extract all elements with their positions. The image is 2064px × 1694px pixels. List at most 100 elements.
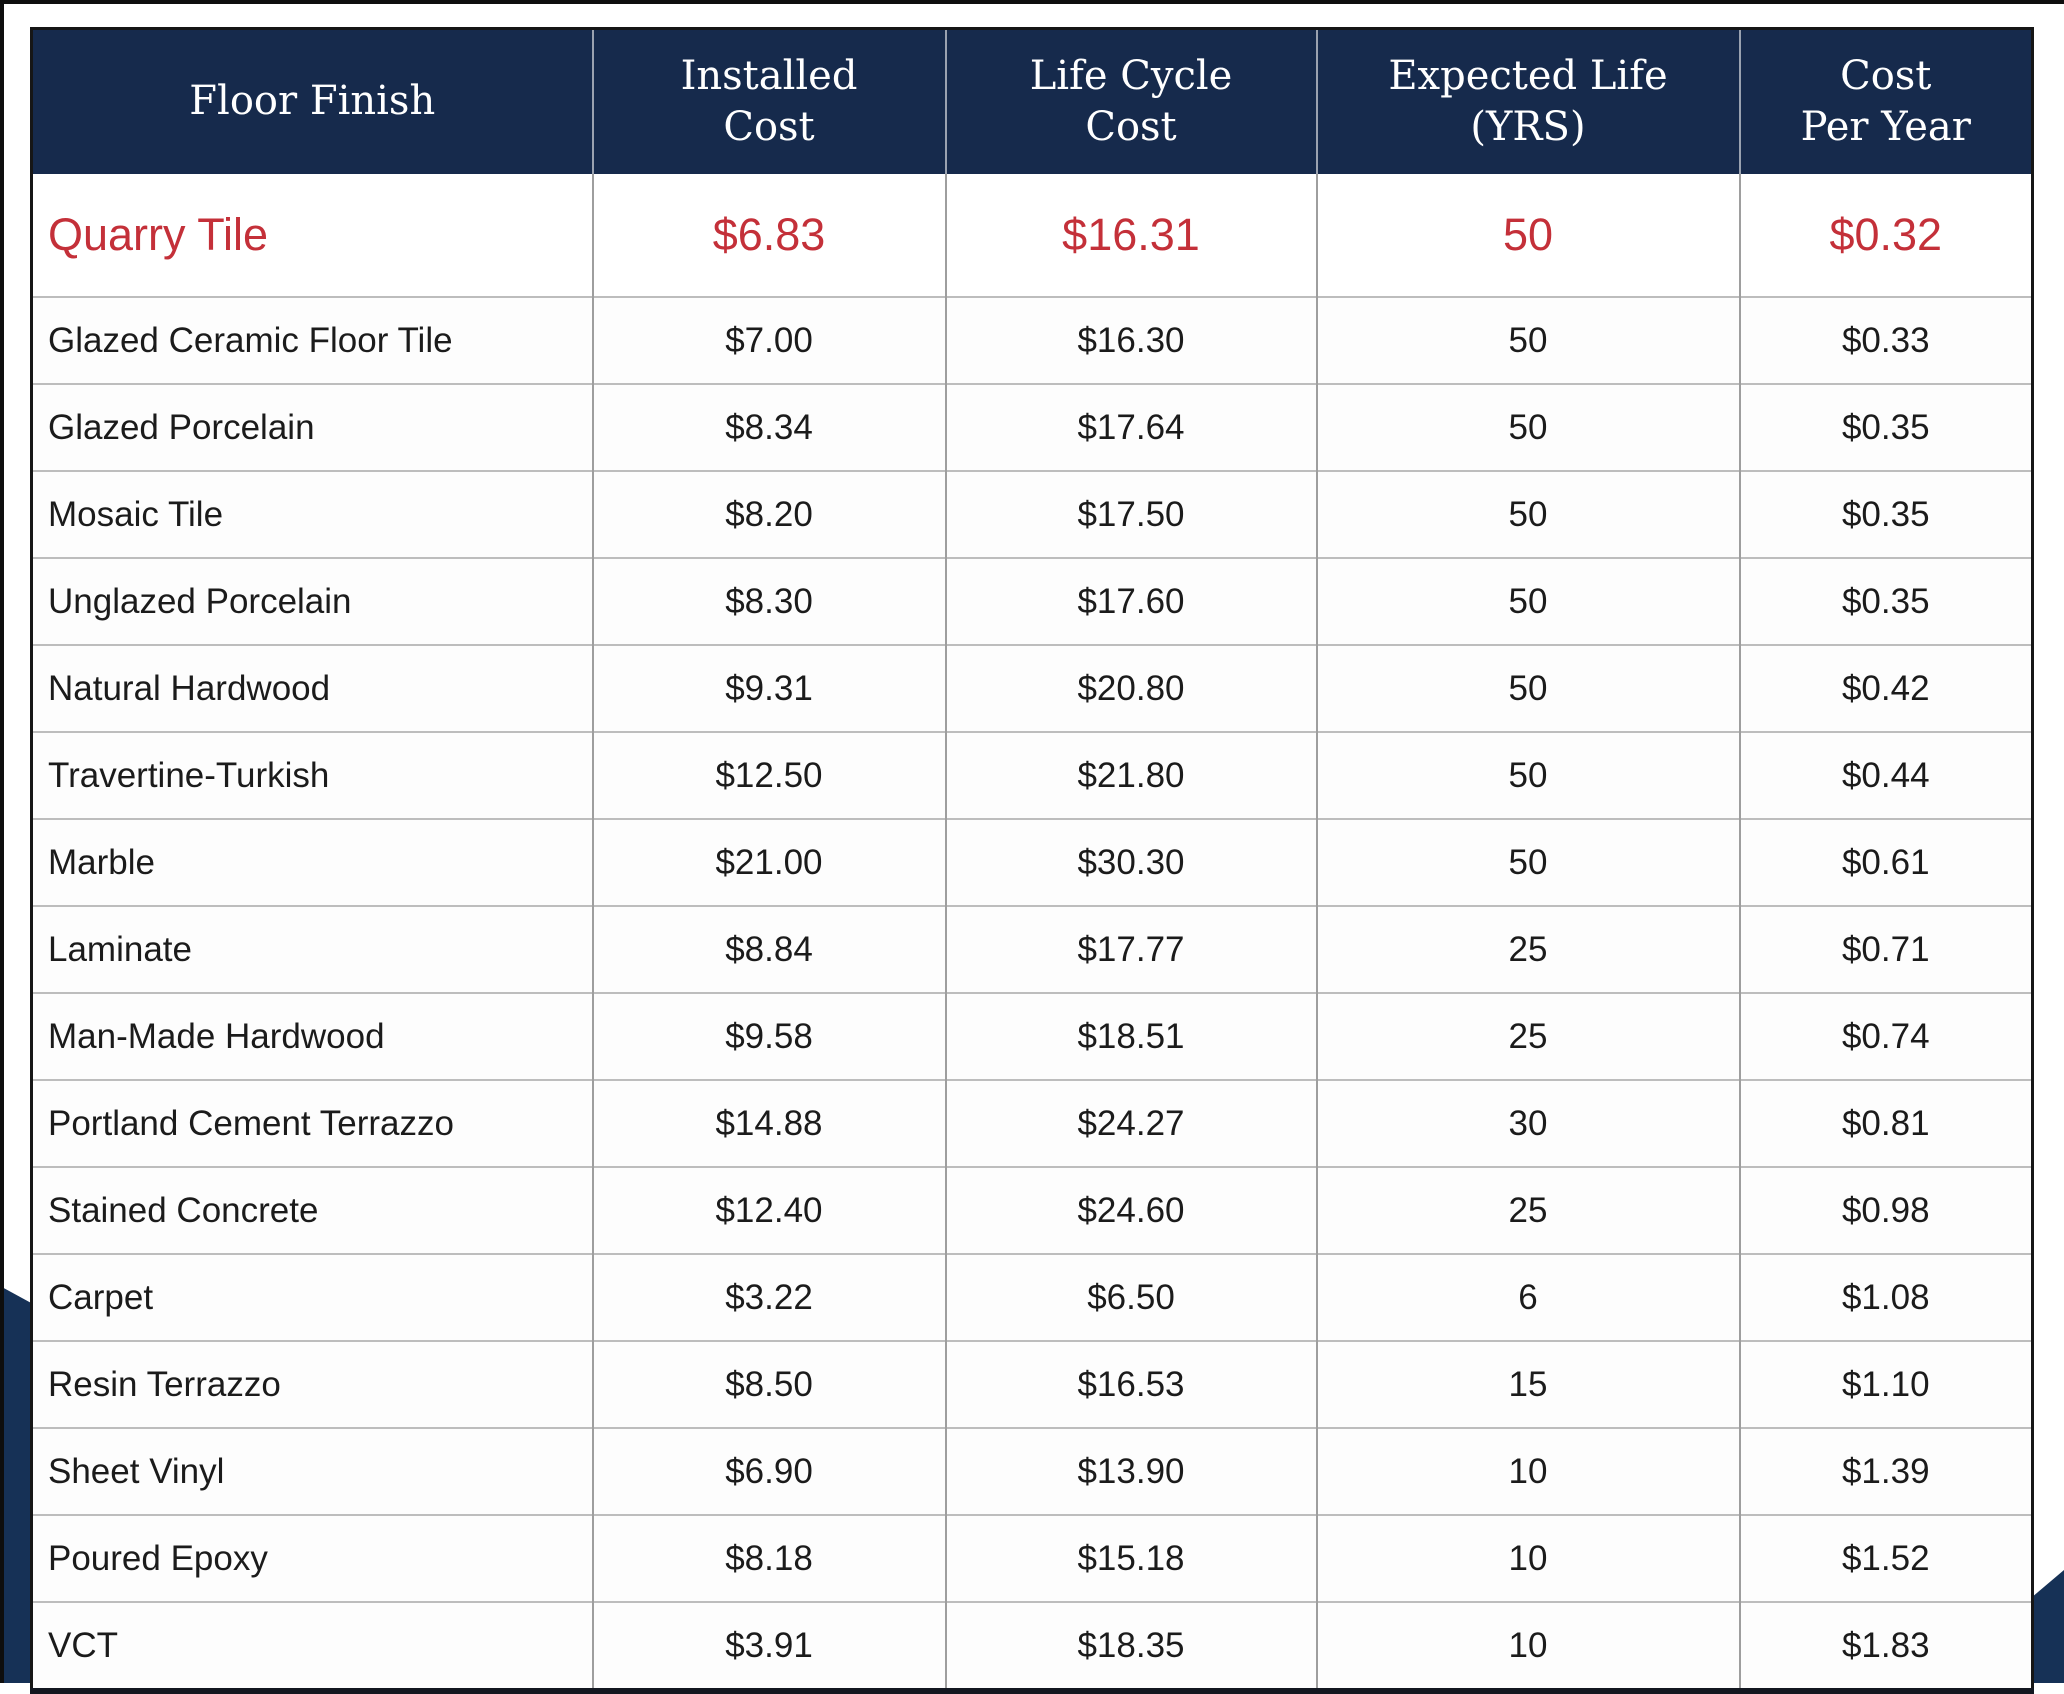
cell-floor-finish: Man-Made Hardwood (31, 992, 593, 1080)
cell-expected-life: 10 (1315, 1514, 1740, 1602)
cell-floor-finish: VCT (31, 1601, 593, 1691)
cell-cost-per-year: $0.33 (1738, 296, 2033, 384)
table-row: Man-Made Hardwood $9.58 $18.51 25 $0.74 (31, 992, 2033, 1080)
cell-floor-finish: Sheet Vinyl (31, 1427, 593, 1515)
cell-life-cycle-cost: $13.90 (944, 1427, 1317, 1515)
cell-life-cycle-cost: $17.60 (944, 557, 1317, 645)
cell-floor-finish: Portland Cement Terrazzo (31, 1079, 593, 1167)
cell-life-cycle-cost: $16.30 (944, 296, 1317, 384)
table-row: VCT $3.91 $18.35 10 $1.83 (31, 1601, 2033, 1691)
cell-floor-finish: Stained Concrete (31, 1166, 593, 1254)
cell-life-cycle-cost: $24.60 (944, 1166, 1317, 1254)
table-row: Sheet Vinyl $6.90 $13.90 10 $1.39 (31, 1427, 2033, 1515)
cell-expected-life: 50 (1315, 470, 1740, 558)
cell-cost-per-year: $0.44 (1738, 731, 2033, 819)
cell-cost-per-year: $1.08 (1738, 1253, 2033, 1341)
cell-expected-life: 25 (1315, 905, 1740, 993)
cell-life-cycle-cost: $24.27 (944, 1079, 1317, 1167)
cell-expected-life: 50 (1315, 731, 1740, 819)
cell-life-cycle-cost: $17.64 (944, 383, 1317, 471)
cell-floor-finish: Marble (31, 818, 593, 906)
cell-installed-cost: $3.91 (591, 1601, 946, 1691)
cell-floor-finish: Glazed Porcelain (31, 383, 593, 471)
table-row: Glazed Porcelain $8.34 $17.64 50 $0.35 (31, 383, 2033, 471)
cell-floor-finish: Resin Terrazzo (31, 1340, 593, 1428)
cell-installed-cost: $9.58 (591, 992, 946, 1080)
cell-life-cycle-cost: $17.77 (944, 905, 1317, 993)
cell-cost-per-year: $0.35 (1738, 383, 2033, 471)
cell-installed-cost: $14.88 (591, 1079, 946, 1167)
cell-installed-cost: $21.00 (591, 818, 946, 906)
cell-expected-life: 50 (1315, 174, 1740, 297)
cell-installed-cost: $3.22 (591, 1253, 946, 1341)
cell-installed-cost: $12.50 (591, 731, 946, 819)
table-row: Carpet $3.22 $6.50 6 $1.08 (31, 1253, 2033, 1341)
cell-expected-life: 50 (1315, 296, 1740, 384)
cell-expected-life: 10 (1315, 1601, 1740, 1691)
cell-installed-cost: $6.83 (591, 174, 946, 297)
cell-life-cycle-cost: $21.80 (944, 731, 1317, 819)
table-row: Poured Epoxy $8.18 $15.18 10 $1.52 (31, 1514, 2033, 1602)
col-header-floor-finish: Floor Finish (31, 28, 593, 174)
table-row: Stained Concrete $12.40 $24.60 25 $0.98 (31, 1166, 2033, 1254)
col-header-life-cycle-cost: Life Cycle Cost (944, 28, 1317, 174)
cell-life-cycle-cost: $16.31 (944, 174, 1317, 297)
cell-cost-per-year: $0.61 (1738, 818, 2033, 906)
cell-expected-life: 50 (1315, 644, 1740, 732)
table-row: Travertine-Turkish $12.50 $21.80 50 $0.4… (31, 731, 2033, 819)
cell-installed-cost: $8.30 (591, 557, 946, 645)
cell-expected-life: 25 (1315, 992, 1740, 1080)
floor-finish-cost-table: Floor Finish Installed Cost Life Cycle C… (30, 27, 2034, 1694)
cell-cost-per-year: $0.71 (1738, 905, 2033, 993)
table-row: Mosaic Tile $8.20 $17.50 50 $0.35 (31, 470, 2033, 558)
cell-cost-per-year: $1.52 (1738, 1514, 2033, 1602)
cell-floor-finish: Quarry Tile (31, 174, 593, 297)
cell-life-cycle-cost: $17.50 (944, 470, 1317, 558)
table-row: Marble $21.00 $30.30 50 $0.61 (31, 818, 2033, 906)
cell-cost-per-year: $0.74 (1738, 992, 2033, 1080)
table-row: Quarry Tile $6.83 $16.31 50 $0.32 (31, 174, 2033, 297)
table-row: Resin Terrazzo $8.50 $16.53 15 $1.10 (31, 1340, 2033, 1428)
cell-expected-life: 15 (1315, 1340, 1740, 1428)
cell-installed-cost: $8.50 (591, 1340, 946, 1428)
cell-expected-life: 50 (1315, 383, 1740, 471)
table-row: Portland Cement Terrazzo $14.88 $24.27 3… (31, 1079, 2033, 1167)
cell-expected-life: 25 (1315, 1166, 1740, 1254)
cell-expected-life: 50 (1315, 818, 1740, 906)
cell-floor-finish: Unglazed Porcelain (31, 557, 593, 645)
cell-floor-finish: Glazed Ceramic Floor Tile (31, 296, 593, 384)
cell-cost-per-year: $0.98 (1738, 1166, 2033, 1254)
cell-cost-per-year: $1.10 (1738, 1340, 2033, 1428)
cell-floor-finish: Poured Epoxy (31, 1514, 593, 1602)
cell-life-cycle-cost: $18.35 (944, 1601, 1317, 1691)
cell-installed-cost: $12.40 (591, 1166, 946, 1254)
cell-expected-life: 30 (1315, 1079, 1740, 1167)
table-row: Natural Hardwood $9.31 $20.80 50 $0.42 (31, 644, 2033, 732)
cell-installed-cost: $8.20 (591, 470, 946, 558)
col-header-expected-life: Expected Life (YRS) (1315, 28, 1740, 174)
col-header-cost-per-year: Cost Per Year (1738, 28, 2033, 174)
cell-installed-cost: $8.84 (591, 905, 946, 993)
table-row: Laminate $8.84 $17.77 25 $0.71 (31, 905, 2033, 993)
table-body: Quarry Tile $6.83 $16.31 50 $0.32 Glazed… (31, 174, 2033, 1691)
cell-cost-per-year: $0.35 (1738, 470, 2033, 558)
cell-life-cycle-cost: $16.53 (944, 1340, 1317, 1428)
cell-expected-life: 50 (1315, 557, 1740, 645)
cell-installed-cost: $9.31 (591, 644, 946, 732)
cell-floor-finish: Natural Hardwood (31, 644, 593, 732)
cell-life-cycle-cost: $18.51 (944, 992, 1317, 1080)
cell-cost-per-year: $0.81 (1738, 1079, 2033, 1167)
table-row: Glazed Ceramic Floor Tile $7.00 $16.30 5… (31, 296, 2033, 384)
cell-expected-life: 10 (1315, 1427, 1740, 1515)
cell-cost-per-year: $1.83 (1738, 1601, 2033, 1691)
cell-floor-finish: Carpet (31, 1253, 593, 1341)
cell-floor-finish: Travertine-Turkish (31, 731, 593, 819)
cell-life-cycle-cost: $30.30 (944, 818, 1317, 906)
cell-floor-finish: Mosaic Tile (31, 470, 593, 558)
cell-life-cycle-cost: $15.18 (944, 1514, 1317, 1602)
cell-cost-per-year: $1.39 (1738, 1427, 2033, 1515)
cell-cost-per-year: $0.32 (1738, 174, 2033, 297)
cell-installed-cost: $8.18 (591, 1514, 946, 1602)
cell-installed-cost: $6.90 (591, 1427, 946, 1515)
col-header-installed-cost: Installed Cost (591, 28, 946, 174)
